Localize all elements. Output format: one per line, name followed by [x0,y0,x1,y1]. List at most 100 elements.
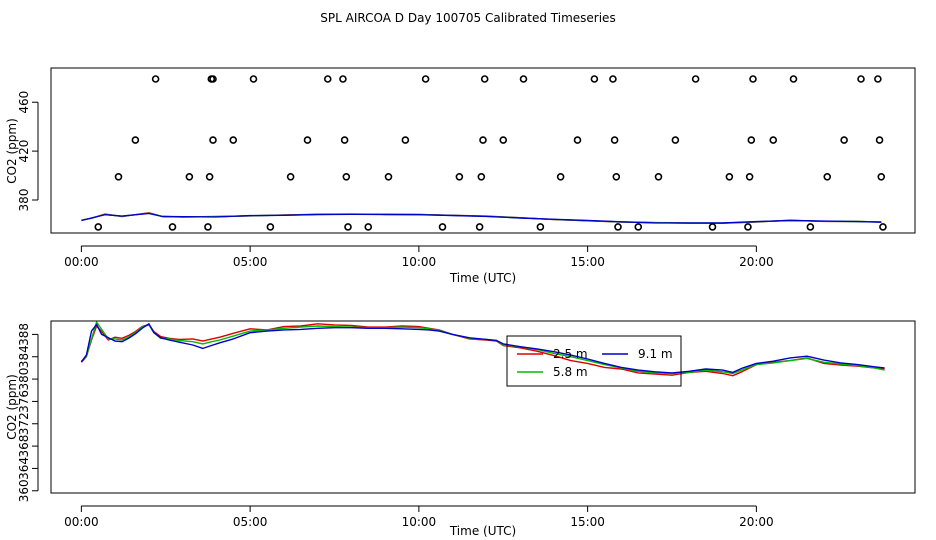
top-xaxis: 00:00 05:00 10:00 15:00 20:00 [64,245,774,269]
outlier-point [185,172,194,181]
outlier-point [536,223,545,231]
outlier-point [401,136,410,144]
bottom-panel: Time (UTC) CO2 (ppm) 00:00 05:00 10:00 15:0… [5,320,916,538]
top-plot-frame [50,67,916,234]
top-xtick-label: 20:00 [739,255,774,269]
top-ytick-label: 460 [17,91,31,114]
bottom-xtick-label: 00:00 [64,515,99,529]
outlier-point [209,136,217,144]
outlier-point [249,75,258,83]
outlier-point [789,75,798,83]
outlier-point [479,136,487,144]
outlier-point [94,223,103,231]
outlier-point [323,75,332,83]
bottom-ylabel: CO2 (ppm) [5,374,19,440]
legend: 2.5 m 5.8 m 9.1 m [506,335,682,387]
outlier-point [877,172,886,181]
bottom-xtick-label: 10:00 [402,515,437,529]
outlier-point [303,136,312,144]
legend-label-2-5m: 2.5 m [553,347,588,361]
outlier-point [455,172,464,181]
top-panel: Time (UTC) CO2 (ppm) 00:00 05:00 10:00 15:0… [5,67,916,285]
top-ytick-label: 380 [17,189,31,212]
bottom-xaxis: 00:00 05:00 10:00 15:00 20:00 [64,505,774,529]
bottom-ytick-label: 380 [17,368,31,391]
top-series [81,212,882,224]
outlier-point [573,136,582,144]
outlier-point [874,75,882,83]
bottom-plot-frame [50,320,916,494]
top-series-9-1-m [81,212,882,224]
outlier-point [519,75,528,83]
outlier-point [671,136,680,144]
bottom-ytick-label: 372 [17,412,31,435]
outlier-point [205,172,214,181]
outlier-point [747,136,756,144]
outlier-point [384,172,393,181]
outlier-point [204,223,212,231]
outlier-point [806,223,815,231]
legend-box [506,335,682,387]
top-ytick-label: 420 [17,140,31,163]
outlier-point [609,75,617,83]
outlier-point [477,172,486,181]
outlier-point [691,75,700,83]
top-xtick-label: 10:00 [402,255,437,269]
legend-label-5-8m: 5.8 m [553,365,588,379]
outlier-point [131,136,140,144]
outlier-point [286,172,295,181]
outlier-point [744,223,752,231]
top-xtick-label: 05:00 [233,255,268,269]
outlier-point [590,75,599,83]
bottom-ytick-label: 388 [17,323,31,346]
outlier-point [875,136,884,144]
outlier-point [364,223,373,231]
outlier-point [654,172,663,181]
top-ylabel: CO2 (ppm) [5,118,19,184]
outlier-point [114,172,123,181]
outlier-point [749,75,757,83]
outlier-point [499,136,508,144]
outlier-point [342,172,351,181]
top-xlabel: Time (UTC) [449,271,516,285]
bottom-ytick-label: 376 [17,390,31,413]
outlier-point [151,75,160,83]
top-yaxis: 380 420 460 [17,91,39,212]
bottom-series-9-1-m [80,323,885,374]
outlier-point [339,75,347,83]
outlier-point [879,223,887,231]
outlier-point [708,223,717,231]
bottom-ytick-label: 384 [17,345,31,368]
outlier-point [823,172,832,181]
top-xtick-label: 15:00 [570,255,605,269]
outlier-point [229,136,238,144]
outlier-point [344,223,352,231]
bottom-xlabel: Time (UTC) [449,524,516,538]
bottom-series [80,321,885,377]
outlier-point [857,75,865,83]
bottom-ytick-label: 364 [17,457,31,480]
outlier-point [610,136,619,144]
outlier-point [840,136,848,144]
bottom-ytick-label: 368 [17,435,31,458]
outlier-point [556,172,565,181]
outlier-point [421,75,430,83]
outlier-point [634,223,643,231]
bottom-series-2-5-m [80,323,885,377]
top-xtick-label: 00:00 [64,255,99,269]
bottom-xtick-label: 05:00 [233,515,268,529]
bottom-xtick-label: 20:00 [739,515,774,529]
outlier-point [209,75,217,83]
top-outliers [94,75,887,231]
outlier-point [168,223,177,231]
bottom-xtick-label: 15:00 [570,515,605,529]
outlier-point [614,223,622,231]
outlier-point [266,223,275,231]
outlier-point [725,172,734,181]
outlier-point [475,223,484,231]
legend-label-9-1m: 9.1 m [638,347,673,361]
outlier-point [769,136,778,144]
figure-title: SPL AIRCOA D Day 100705 Calibrated Times… [320,11,615,25]
